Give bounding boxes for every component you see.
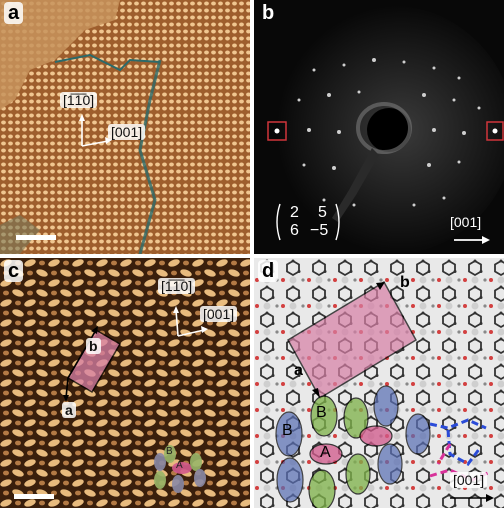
molecule-label-b-c: B: [166, 446, 173, 457]
matrix-r2c2: −5: [310, 222, 329, 239]
direction-label-110: [1̅1̅0]: [60, 92, 98, 108]
molecule-label-b-d1: B: [316, 404, 327, 421]
molecular-model: [254, 258, 504, 508]
stm-image-a: [0, 0, 250, 254]
vector-label-b-d: b: [400, 274, 410, 291]
stm-image-c: [0, 258, 250, 508]
panel-d: d b a A B B [001]: [254, 258, 504, 508]
direction-label-110-c: [1̅1̅0]: [158, 278, 196, 294]
matrix-r1c1: 2: [290, 204, 299, 221]
panel-label-a: a: [4, 2, 24, 24]
panel-a: a [1̅1̅0] [001]: [0, 0, 250, 254]
panel-label-c: c: [4, 260, 24, 282]
direction-label-001-d: [001]: [450, 472, 488, 488]
vector-label-a-c: a: [62, 402, 76, 418]
matrix-r2c1: 6: [290, 222, 299, 239]
direction-label-001-b: [001]: [450, 214, 482, 230]
panel-label-d: d: [258, 260, 279, 282]
direction-label-001-c: [001]: [200, 306, 238, 322]
molecule-label-a-d: A: [320, 444, 331, 461]
molecule-label-b-d2: B: [282, 422, 293, 439]
panel-label-b: b: [262, 2, 275, 24]
vector-label-b-c: b: [86, 338, 101, 354]
leed-pattern: [264, 5, 504, 254]
direction-label-001: [001]: [108, 124, 146, 140]
panel-b: b 2 5 6 −5 [001]: [254, 0, 504, 254]
vector-label-a-d: a: [294, 362, 303, 379]
molecule-label-a-c: A: [176, 460, 183, 471]
matrix-r1c2: 5: [318, 204, 327, 221]
panel-c: c [1̅1̅0] [001] b a A B: [0, 258, 250, 508]
